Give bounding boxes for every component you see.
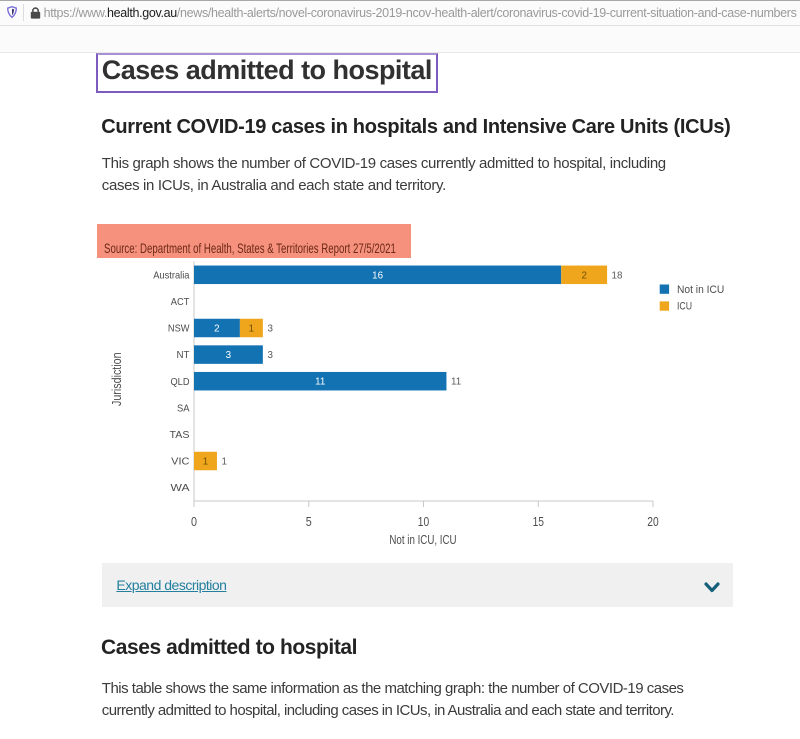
svg-text:TAS: TAS bbox=[170, 429, 190, 441]
svg-text:10: 10 bbox=[418, 514, 429, 529]
svg-text:18: 18 bbox=[612, 270, 623, 281]
svg-text:NSW: NSW bbox=[168, 323, 190, 335]
svg-text:16: 16 bbox=[372, 270, 383, 281]
svg-text:2: 2 bbox=[214, 324, 219, 335]
svg-text:3: 3 bbox=[268, 324, 274, 335]
svg-text:VIC: VIC bbox=[171, 456, 190, 468]
svg-text:Jurisdiction: Jurisdiction bbox=[110, 352, 124, 406]
svg-text:0: 0 bbox=[191, 514, 197, 529]
svg-text:15: 15 bbox=[533, 514, 544, 529]
svg-text:2: 2 bbox=[581, 270, 586, 281]
svg-text:ICU: ICU bbox=[677, 301, 692, 313]
svg-text:3: 3 bbox=[226, 350, 232, 361]
svg-text:WA: WA bbox=[171, 482, 190, 494]
svg-text:3: 3 bbox=[268, 350, 274, 361]
svg-text:QLD: QLD bbox=[171, 376, 190, 388]
svg-text:Not in ICU: Not in ICU bbox=[677, 284, 724, 296]
svg-text:11: 11 bbox=[451, 377, 461, 388]
svg-text:5: 5 bbox=[306, 514, 312, 529]
svg-text:NT: NT bbox=[177, 349, 191, 361]
svg-text:11: 11 bbox=[315, 377, 325, 388]
svg-text:20: 20 bbox=[647, 514, 658, 529]
svg-text:SA: SA bbox=[177, 402, 190, 414]
svg-text:1: 1 bbox=[203, 457, 208, 468]
svg-text:1: 1 bbox=[222, 457, 227, 468]
svg-text:1: 1 bbox=[249, 324, 254, 335]
svg-text:ACT: ACT bbox=[171, 296, 190, 308]
svg-text:Australia: Australia bbox=[153, 269, 189, 281]
svg-text:Not in ICU, ICU: Not in ICU, ICU bbox=[389, 533, 456, 547]
